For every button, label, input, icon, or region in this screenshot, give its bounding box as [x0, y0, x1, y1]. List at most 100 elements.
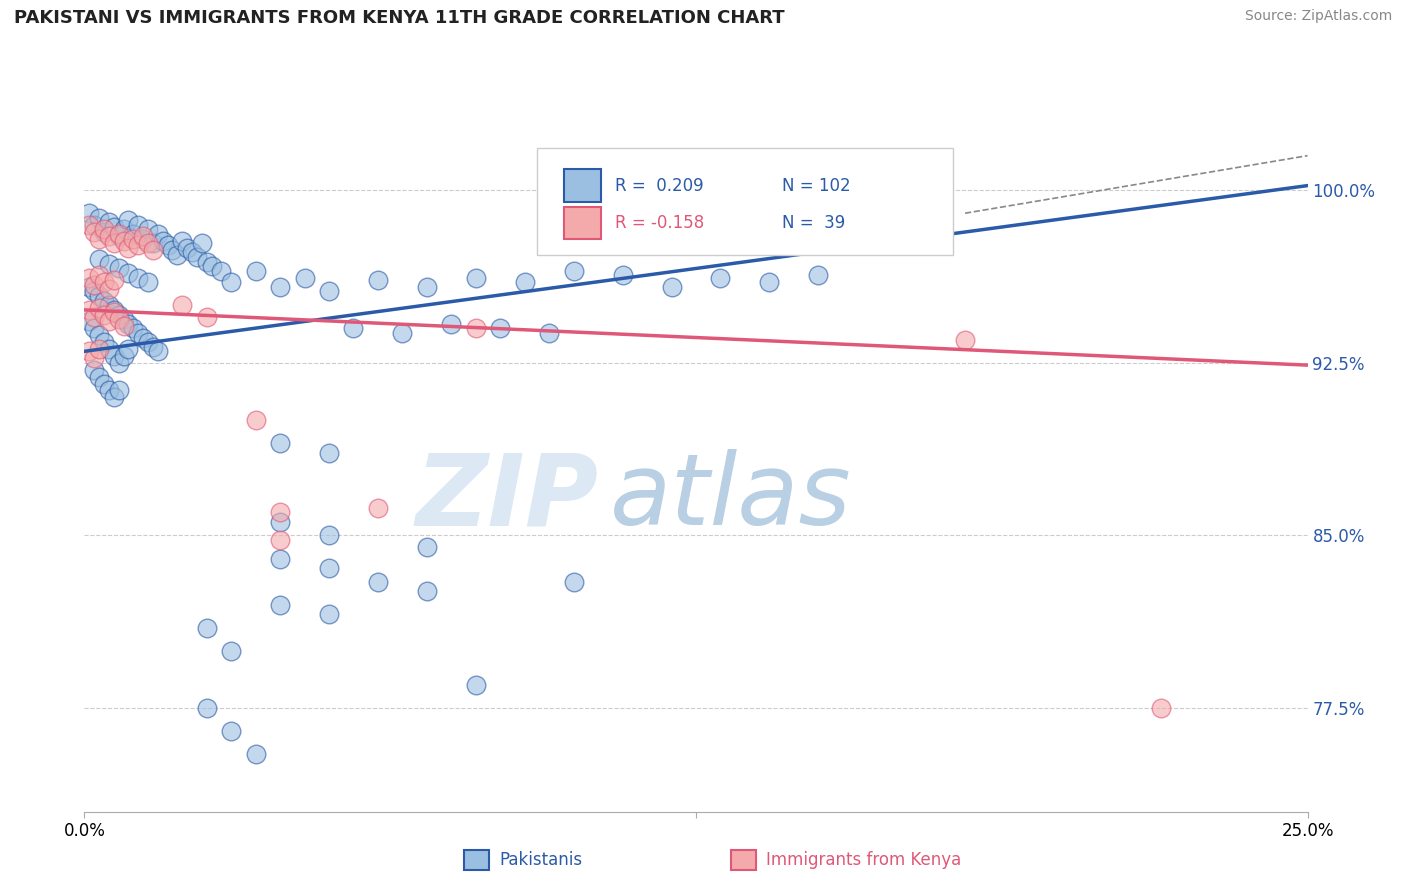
Point	[107, 227, 129, 241]
Point	[97, 282, 120, 296]
Point	[93, 308, 115, 322]
Point	[245, 747, 267, 761]
Bar	[564, 207, 600, 239]
Point	[219, 275, 242, 289]
Point	[195, 621, 218, 635]
Point	[77, 314, 100, 328]
Point	[367, 273, 389, 287]
Point	[209, 264, 232, 278]
Point	[127, 326, 149, 340]
Point	[83, 351, 105, 366]
Point	[318, 607, 340, 621]
Point	[103, 390, 125, 404]
Point	[318, 445, 340, 459]
Point	[245, 264, 267, 278]
Point	[77, 344, 100, 359]
Point	[107, 229, 129, 244]
Text: ZIP: ZIP	[415, 450, 598, 546]
Point	[103, 273, 125, 287]
Point	[318, 560, 340, 574]
Point	[136, 335, 159, 350]
Point	[162, 243, 184, 257]
Point	[195, 254, 218, 268]
Point	[122, 231, 145, 245]
Point	[117, 342, 139, 356]
Point	[77, 206, 100, 220]
Point	[103, 349, 125, 363]
Point	[142, 236, 165, 251]
Point	[195, 701, 218, 715]
Point	[87, 231, 110, 245]
Point	[416, 540, 439, 554]
Point	[112, 234, 135, 248]
Point	[77, 280, 100, 294]
Text: PAKISTANI VS IMMIGRANTS FROM KENYA 11TH GRADE CORRELATION CHART: PAKISTANI VS IMMIGRANTS FROM KENYA 11TH …	[14, 9, 785, 27]
Point	[191, 236, 214, 251]
Text: Source: ZipAtlas.com: Source: ZipAtlas.com	[1244, 9, 1392, 23]
Text: Immigrants from Kenya: Immigrants from Kenya	[766, 851, 962, 869]
Point	[245, 413, 267, 427]
Point	[181, 245, 204, 260]
Point	[93, 225, 115, 239]
Point	[103, 220, 125, 235]
Point	[97, 215, 120, 229]
Point	[87, 252, 110, 267]
Point	[103, 302, 125, 317]
Point	[83, 310, 105, 324]
Point	[107, 308, 129, 322]
Point	[127, 218, 149, 232]
Point	[87, 369, 110, 384]
Point	[136, 236, 159, 251]
Point	[97, 314, 120, 328]
Point	[156, 238, 179, 252]
Point	[176, 241, 198, 255]
Point	[294, 270, 316, 285]
Point	[142, 340, 165, 354]
Point	[219, 643, 242, 657]
Point	[367, 574, 389, 589]
Point	[318, 285, 340, 299]
Point	[440, 317, 463, 331]
Point	[93, 376, 115, 391]
Point	[195, 310, 218, 324]
Bar	[564, 169, 600, 202]
Point	[112, 349, 135, 363]
Point	[1150, 701, 1173, 715]
Point	[269, 280, 291, 294]
Point	[87, 211, 110, 225]
Point	[538, 326, 561, 340]
Point	[107, 312, 129, 326]
Point	[97, 229, 120, 244]
Point	[489, 321, 512, 335]
Point	[562, 264, 585, 278]
Point	[97, 384, 120, 398]
Point	[117, 317, 139, 331]
Point	[269, 515, 291, 529]
Point	[93, 335, 115, 350]
Point	[132, 330, 155, 344]
Point	[97, 298, 120, 312]
Point	[269, 598, 291, 612]
Text: N =  39: N = 39	[782, 214, 845, 232]
Point	[77, 270, 100, 285]
Point	[87, 289, 110, 303]
Point	[97, 257, 120, 271]
Point	[112, 318, 135, 333]
Point	[83, 285, 105, 299]
Point	[87, 301, 110, 315]
Point	[709, 270, 731, 285]
Point	[77, 302, 100, 317]
Point	[269, 436, 291, 450]
Text: R =  0.209: R = 0.209	[616, 177, 704, 194]
Point	[93, 293, 115, 308]
Point	[83, 277, 105, 292]
Text: atlas: atlas	[610, 450, 852, 546]
Point	[318, 528, 340, 542]
Point	[132, 229, 155, 244]
Point	[269, 533, 291, 547]
Point	[200, 259, 222, 273]
Point	[172, 298, 194, 312]
Point	[136, 275, 159, 289]
Point	[136, 222, 159, 236]
Point	[416, 583, 439, 598]
